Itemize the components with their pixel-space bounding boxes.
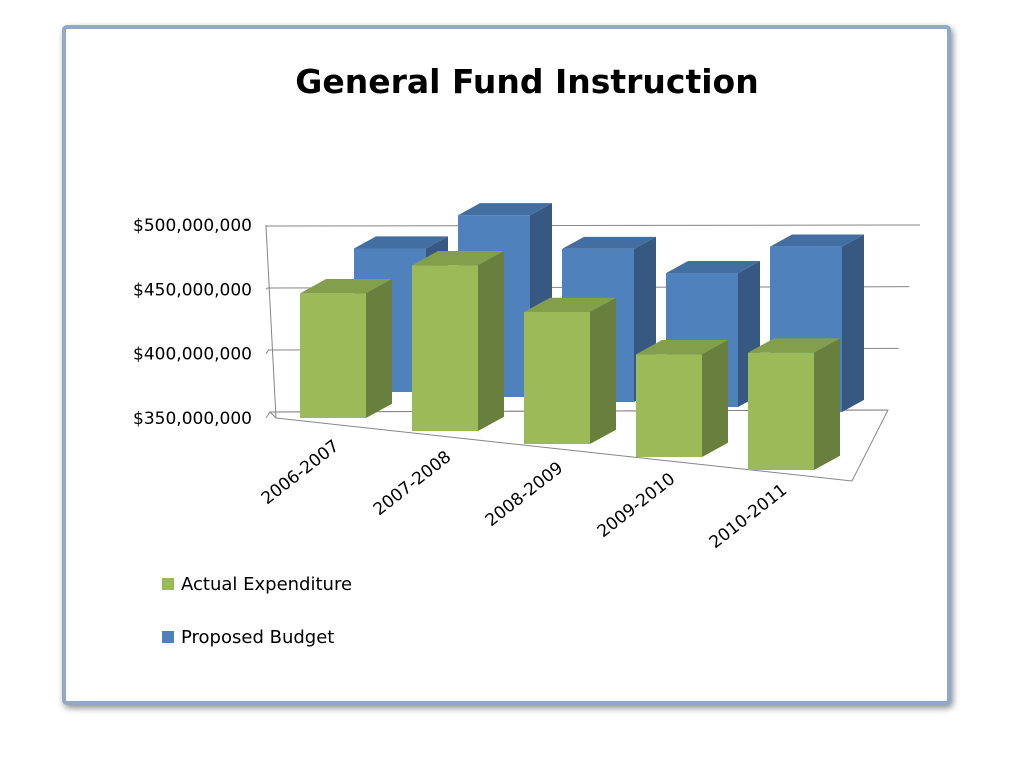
chart-title: General Fund Instruction [295, 62, 758, 101]
legend-swatch [162, 578, 174, 590]
bar-actual-expenditure-side [814, 338, 840, 470]
gridline [265, 224, 921, 227]
bar-proposed-budget-top [770, 234, 864, 247]
y-tick-label: $400,000,000 [133, 345, 252, 365]
y-tick-label: $350,000,000 [133, 409, 252, 429]
x-tick-label: 2010-2011 [706, 480, 791, 553]
y-tick-label: $500,000,000 [133, 216, 252, 236]
x-tick-label: 2007-2008 [370, 447, 455, 520]
bar-actual-expenditure-top [524, 297, 616, 312]
bar-proposed-budget-top [666, 260, 760, 274]
x-tick-label: 2009-2010 [594, 469, 679, 542]
y-tick-label: $450,000,000 [133, 280, 252, 300]
bar-actual-expenditure-front [300, 293, 366, 418]
bar-proposed-budget-top [354, 236, 448, 249]
bar-actual-expenditure-front [412, 265, 478, 431]
bar-actual-expenditure-top [748, 338, 840, 353]
bar-actual-expenditure [300, 279, 392, 418]
bar-actual-expenditure [636, 340, 728, 457]
bar-proposed-budget-top [562, 236, 656, 249]
bar-actual-expenditure-front [524, 312, 590, 444]
bar-actual-expenditure [524, 297, 616, 444]
bar-actual-expenditure-top [636, 340, 728, 355]
legend-label: Proposed Budget [181, 627, 334, 648]
chart-floor [268, 409, 889, 482]
bar-actual-expenditure-side [366, 279, 392, 418]
bar-proposed-budget-top [458, 203, 552, 216]
bar-actual-expenditure-top [300, 279, 392, 294]
bar-actual-expenditure-side [478, 250, 504, 431]
x-tick-label: 2006-2007 [258, 436, 343, 509]
x-tick-label: 2008-2009 [482, 458, 567, 531]
bar-actual-expenditure-side [590, 297, 616, 444]
bar-actual-expenditure-front [748, 352, 814, 470]
bar-actual-expenditure [412, 250, 504, 431]
legend-swatch [162, 631, 174, 643]
side-wall-edge [265, 225, 277, 419]
bar-actual-expenditure-side [702, 340, 728, 457]
bar-actual-expenditure-front [636, 354, 702, 457]
bar-actual-expenditure [748, 338, 840, 470]
bar-actual-expenditure-top [412, 250, 504, 266]
bar-proposed-budget-side [842, 234, 864, 412]
legend-label: Actual Expenditure [181, 574, 352, 595]
